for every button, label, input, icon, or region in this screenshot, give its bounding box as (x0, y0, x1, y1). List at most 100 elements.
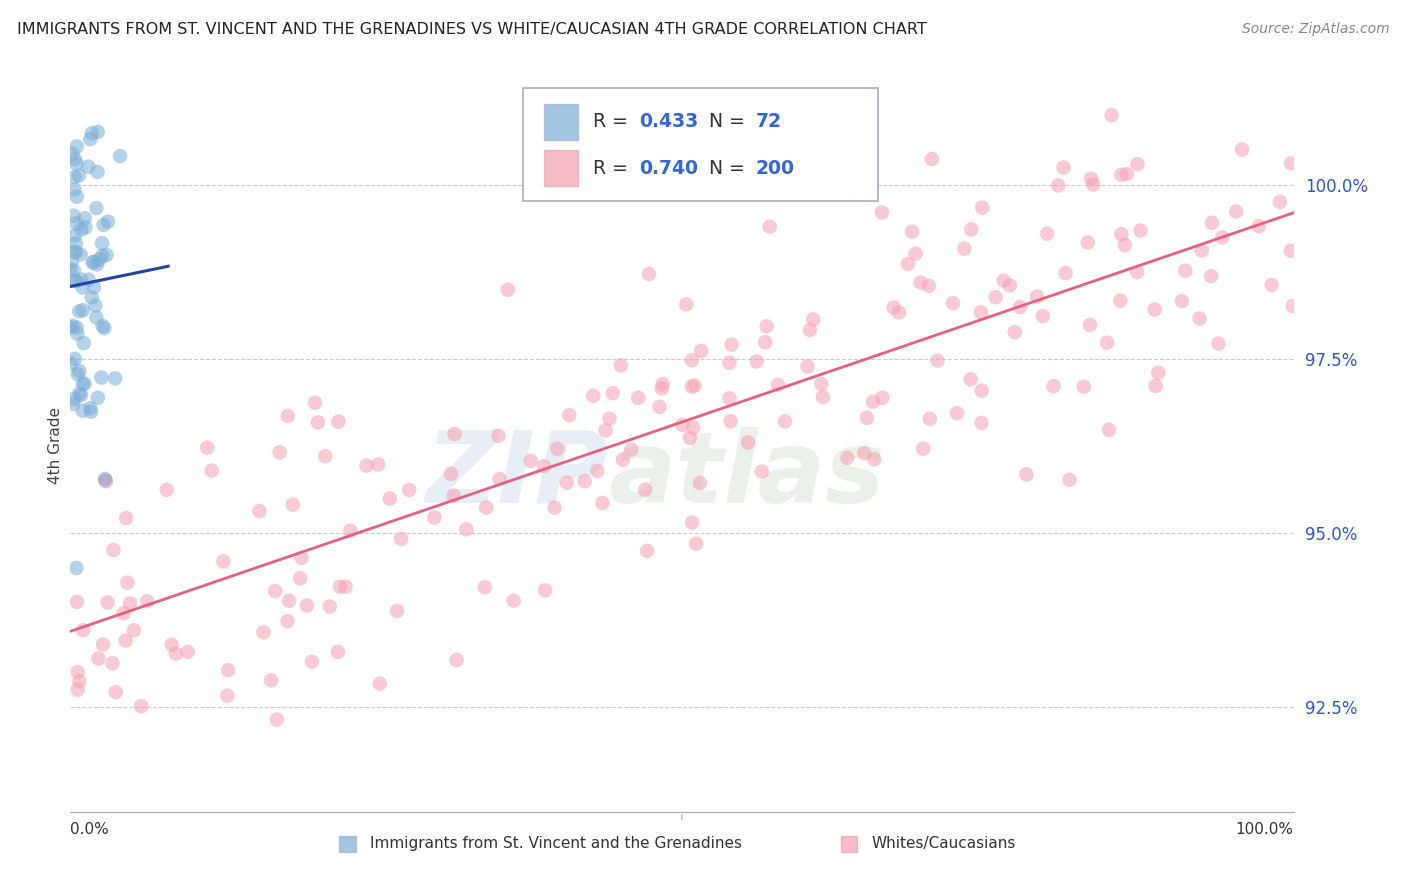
Point (595, 423, 617, 437)
Point (942, 296, 965, 310)
Point (901, 225, 924, 239)
Point (675, 297, 697, 311)
Point (1073, 380, 1095, 394)
Point (638, 267, 661, 281)
Point (136, 594, 159, 608)
Point (104, 371, 127, 385)
Point (1279, 156, 1302, 170)
Point (1115, 167, 1137, 181)
Point (634, 483, 657, 497)
Point (1199, 269, 1222, 284)
Point (378, 491, 401, 506)
Point (69, 386, 91, 401)
Point (63, 228, 86, 243)
Point (66, 139, 89, 153)
Point (910, 276, 932, 290)
Point (65, 561, 87, 575)
FancyBboxPatch shape (339, 836, 356, 852)
Point (86, 165, 108, 179)
Point (82, 255, 104, 269)
Point (59, 357, 82, 371)
Point (94, 474, 117, 488)
Point (1126, 157, 1149, 171)
Text: IMMIGRANTS FROM ST. VINCENT AND THE GRENADINES VS WHITE/CAUCASIAN 4TH GRADE CORR: IMMIGRANTS FROM ST. VINCENT AND THE GREN… (17, 22, 927, 37)
Point (97, 214, 120, 228)
Point (80, 291, 103, 305)
Point (1054, 266, 1077, 280)
Point (636, 544, 658, 558)
Point (65, 217, 87, 231)
Point (91, 638, 114, 652)
Point (65, 236, 87, 251)
Point (520, 454, 543, 468)
Point (62, 146, 84, 161)
Text: atlas: atlas (609, 426, 884, 524)
Point (264, 583, 287, 598)
Point (72, 377, 94, 392)
Text: 0.433: 0.433 (640, 112, 699, 131)
Point (122, 624, 145, 638)
Point (103, 543, 125, 558)
Point (682, 420, 704, 434)
Point (276, 614, 298, 628)
Point (720, 337, 742, 351)
Point (1201, 216, 1223, 230)
Point (610, 358, 633, 372)
Point (1129, 223, 1152, 237)
Point (1036, 227, 1059, 241)
Point (84, 310, 107, 325)
Point (120, 597, 142, 611)
Point (855, 410, 877, 425)
Point (758, 219, 780, 234)
Point (288, 571, 311, 585)
Point (862, 394, 884, 409)
Point (683, 378, 706, 392)
Point (165, 647, 187, 661)
Point (773, 414, 796, 428)
Point (555, 475, 578, 490)
Text: Immigrants from St. Vincent and the Grenadines: Immigrants from St. Vincent and the Gren… (370, 837, 742, 851)
Point (602, 386, 624, 401)
Point (367, 458, 389, 472)
Point (79, 401, 101, 416)
Point (195, 441, 218, 455)
Point (94, 474, 117, 488)
Point (1109, 168, 1132, 182)
Point (799, 323, 821, 337)
Point (101, 657, 124, 671)
Point (918, 411, 941, 425)
Point (90, 370, 112, 384)
Point (745, 354, 768, 368)
Point (1126, 265, 1149, 279)
Point (984, 290, 1007, 304)
Point (80, 126, 103, 140)
Point (91, 236, 114, 251)
Point (307, 416, 329, 430)
Point (766, 378, 789, 392)
Point (651, 381, 673, 395)
Point (970, 384, 993, 398)
Text: ZIP: ZIP (426, 426, 609, 524)
Point (946, 406, 969, 420)
Point (423, 510, 446, 524)
Point (811, 390, 834, 404)
Point (63, 392, 86, 406)
Point (69, 247, 91, 261)
Point (301, 655, 323, 669)
Point (1188, 311, 1211, 326)
Point (755, 319, 778, 334)
Point (1191, 244, 1213, 258)
Point (959, 372, 981, 386)
Point (62, 209, 84, 223)
Point (329, 580, 352, 594)
Point (456, 522, 478, 536)
Point (1260, 277, 1282, 292)
Point (612, 452, 634, 467)
Point (66, 326, 89, 341)
Point (960, 222, 983, 236)
Point (70, 222, 93, 236)
Point (77, 160, 100, 174)
Point (440, 467, 463, 481)
Point (1032, 309, 1054, 323)
Point (690, 343, 713, 358)
